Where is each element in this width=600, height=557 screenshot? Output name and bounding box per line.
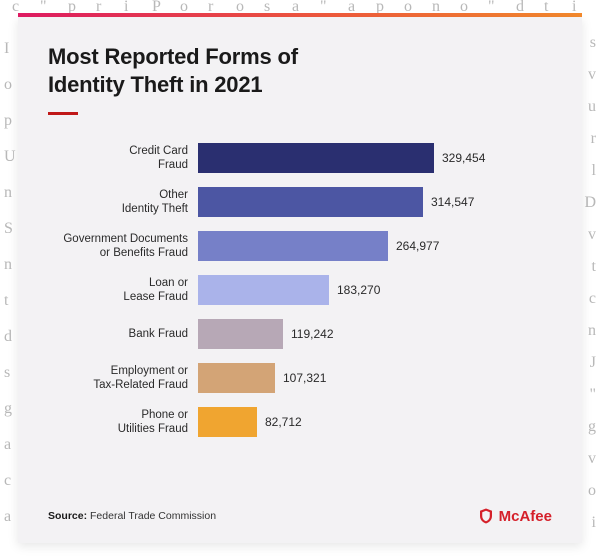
chart-row: Loan orLease Fraud 183,270 <box>44 275 552 305</box>
bar-area: 119,242 <box>198 319 552 349</box>
bar-area: 107,321 <box>198 363 552 393</box>
bar-area: 264,977 <box>198 231 552 261</box>
chart-row: Employment orTax-Related Fraud 107,321 <box>44 363 552 393</box>
title-accent-underline <box>48 112 78 115</box>
bar <box>198 319 283 349</box>
bar <box>198 143 434 173</box>
bar-label: OtherIdentity Theft <box>44 188 198 217</box>
bar-value: 183,270 <box>329 283 380 297</box>
bar-label: Loan orLease Fraud <box>44 276 198 305</box>
bar-value: 264,977 <box>388 239 439 253</box>
chart-row: Phone orUtilities Fraud 82,712 <box>44 407 552 437</box>
bar-value: 329,454 <box>434 151 485 165</box>
bar <box>198 407 257 437</box>
chart-title: Most Reported Forms of Identity Theft in… <box>48 43 552 98</box>
bar-label: Bank Fraud <box>44 327 198 341</box>
title-line-2: Identity Theft in 2021 <box>48 72 262 97</box>
chart-row: Credit CardFraud 329,454 <box>44 143 552 173</box>
bar-label: Phone orUtilities Fraud <box>44 408 198 437</box>
bar-value: 82,712 <box>257 415 302 429</box>
source-text: Federal Trade Commission <box>87 510 216 522</box>
bar-area: 314,547 <box>198 187 552 217</box>
bar-chart: Credit CardFraud 329,454 OtherIdentity The… <box>44 143 552 437</box>
chart-row: OtherIdentity Theft 314,547 <box>44 187 552 217</box>
source-label: Source: <box>48 510 87 522</box>
shield-icon <box>477 507 495 525</box>
chart-row: Bank Fraud 119,242 <box>44 319 552 349</box>
bar <box>198 275 329 305</box>
chart-row: Government Documentsor Benefits Fraud 264… <box>44 231 552 261</box>
bar-value: 119,242 <box>283 327 334 341</box>
bar-area: 82,712 <box>198 407 552 437</box>
bar-label: Government Documentsor Benefits Fraud <box>44 232 198 261</box>
bar <box>198 187 423 217</box>
brand-logo: McAfee <box>477 507 552 525</box>
bar-value: 107,321 <box>275 371 326 385</box>
card-footer: Source: Federal Trade Commission McAfee <box>48 507 552 525</box>
source-citation: Source: Federal Trade Commission <box>48 510 216 522</box>
title-line-1: Most Reported Forms of <box>48 44 298 69</box>
infographic-card: Most Reported Forms of Identity Theft in… <box>18 17 582 543</box>
bar-value: 314,547 <box>423 195 474 209</box>
brand-name: McAfee <box>499 508 552 525</box>
bar <box>198 363 275 393</box>
bar-label: Employment orTax-Related Fraud <box>44 364 198 393</box>
bar-area: 183,270 <box>198 275 552 305</box>
bar <box>198 231 388 261</box>
bar-area: 329,454 <box>198 143 552 173</box>
bar-label: Credit CardFraud <box>44 144 198 173</box>
